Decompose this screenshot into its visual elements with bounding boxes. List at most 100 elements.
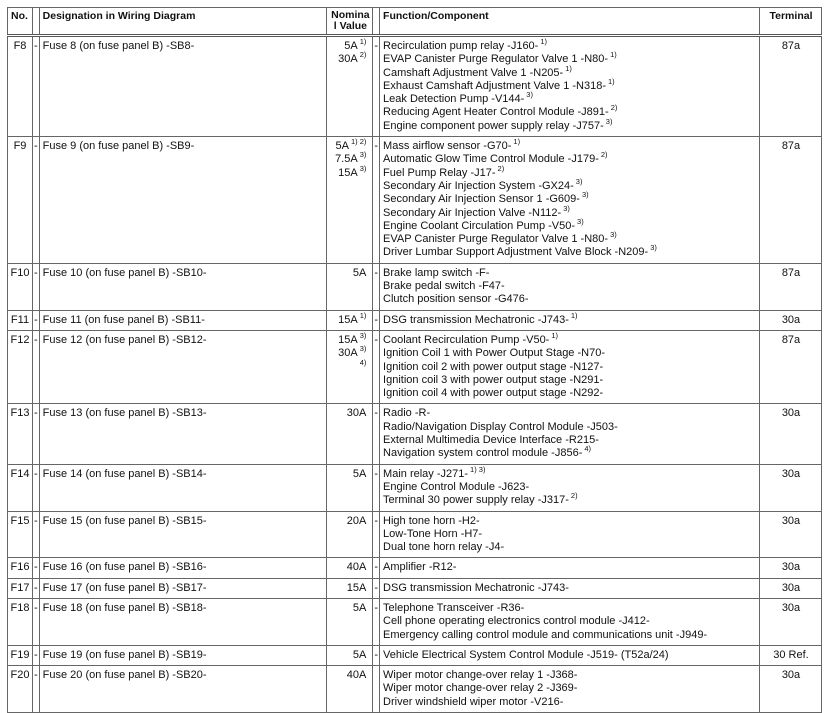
function-cell: Main relay -J271- 1) 3) Engine Control Mod…	[379, 463, 760, 512]
component-name: Secondary Air Injection Sensor 1 -G609-	[383, 193, 580, 206]
dash-marker: -	[32, 665, 40, 713]
component-name: Driver Lumbar Support Adjustment Valve B…	[383, 246, 649, 259]
footnote-ref: 3)	[359, 150, 367, 160]
nominal-value-cell: 5A 1) 2) 7.5A 3) 15A 3)	[326, 136, 374, 264]
dash-marker: -	[32, 262, 40, 311]
component-line: Automatic Glow Time Control Module -J179…	[383, 151, 757, 166]
fuse-number: F13	[7, 403, 33, 465]
footnote-ref: 1)	[359, 37, 367, 46]
dash-marker: -	[32, 136, 40, 264]
footnote-ref: 3)	[610, 230, 617, 240]
designation: Fuse 17 (on fuse panel B) -SB17-	[38, 577, 328, 599]
component-line: Vehicle Electrical System Control Module…	[383, 649, 757, 662]
component-line: Engine component power supply relay -J75…	[383, 118, 757, 133]
designation: Fuse 9 (on fuse panel B) -SB9-	[38, 136, 328, 264]
dash-marker: -	[372, 262, 381, 311]
function-cell: High tone horn -H2- Low-Tone Horn -H7- Dua…	[379, 510, 760, 559]
dash-marker: -	[32, 329, 40, 405]
nominal-value: 40A	[330, 669, 367, 682]
fuse-number: F16	[7, 557, 33, 579]
header-no: No.	[7, 7, 33, 37]
nominal-value-cell: 5A	[326, 597, 374, 646]
footnote-ref: 1)	[359, 310, 367, 320]
footnote-ref: 1) 3)	[470, 464, 486, 474]
nominal-value-cell: 5A	[326, 644, 374, 667]
component-name: Fuel Pump Relay -J17-	[383, 166, 496, 179]
table-row: F20- Fuse 20 (on fuse panel B) -SB20- 40A W…	[7, 665, 823, 713]
component-name: Main relay -J271-	[383, 467, 469, 480]
footnote-ref: 3)	[359, 330, 367, 340]
dash-marker: -	[32, 403, 40, 465]
nominal-value: 7.5A 3)	[330, 150, 367, 166]
component-name: Mass airflow sensor -G70-	[383, 140, 512, 153]
nominal-amps: 30A	[338, 53, 358, 66]
nominal-value: 30A 3)	[330, 345, 366, 360]
footnote-ref: 3)	[359, 163, 367, 173]
fuse-number: F20	[7, 665, 33, 713]
dash-marker: -	[32, 557, 40, 579]
component-line: DSG transmission Mechatronic -J743- 1)	[383, 311, 757, 327]
component-line: Coolant Recirculation Pump -V50- 1)	[383, 332, 757, 347]
nominal-value: 15A 3)	[330, 163, 367, 180]
component-name: Coolant Recirculation Pump -V50-	[383, 333, 550, 346]
component-name: Terminal 30 power supply relay -J317-	[383, 494, 569, 507]
component-name: Radio -R-	[383, 407, 431, 420]
component-line: Reducing Agent Heater Control Module -J8…	[383, 104, 757, 119]
footnote-ref: 2)	[497, 163, 505, 173]
fuse-number: F19	[7, 644, 33, 667]
component-line: Recirculation pump relay -J160- 1)	[383, 38, 757, 53]
terminal: 30a	[758, 309, 823, 331]
dash-marker: -	[32, 597, 40, 646]
nominal-amps: 40A	[346, 561, 367, 574]
dash-marker: -	[372, 403, 381, 465]
table-row: F14- Fuse 14 (on fuse panel B) -SB14- 5A - M…	[7, 463, 823, 512]
footnote-ref: 2)	[359, 50, 367, 60]
table-row: F18- Fuse 18 (on fuse panel B) -SB18- 5A - T…	[7, 597, 823, 646]
component-line: Driver Lumbar Support Adjustment Valve B…	[383, 244, 757, 259]
dash-marker: -	[32, 309, 40, 331]
footnote-ref: 3)	[577, 216, 584, 226]
nominal-amps: 5A	[344, 40, 358, 52]
component-line: External Multimedia Device Interface -R2…	[383, 434, 757, 447]
terminal: 87a	[758, 34, 823, 138]
nominal-value: 20A	[330, 515, 367, 528]
terminal: 30a	[758, 463, 823, 512]
nominal-value-cell: 40A	[326, 557, 374, 579]
footnote-ref: 1)	[608, 76, 615, 86]
designation: Fuse 20 (on fuse panel B) -SB20-	[38, 665, 328, 713]
table-row: F8- Fuse 8 (on fuse panel B) -SB8- 5A 1) 30A…	[7, 34, 823, 138]
terminal: 30a	[758, 665, 823, 713]
dash-marker: -	[372, 644, 381, 667]
nominal-amps: 15A	[346, 581, 367, 594]
nominal-value: 15A	[330, 581, 367, 595]
component-line: Cell phone operating electronics control…	[383, 615, 757, 628]
component-name: EVAP Canister Purge Regulator Valve 1 -N…	[383, 233, 609, 246]
component-line: Mass airflow sensor -G70- 1)	[383, 138, 757, 153]
nominal-amps: 5A	[352, 467, 367, 480]
component-name: DSG transmission Mechatronic -J743-	[383, 581, 569, 594]
designation: Fuse 13 (on fuse panel B) -SB13-	[38, 403, 328, 465]
component-name: Secondary Air Injection Valve -N112-	[383, 206, 562, 219]
component-line: Fuel Pump Relay -J17- 2)	[383, 163, 757, 180]
nominal-amps: 5A	[335, 140, 349, 153]
component-line: Main relay -J271- 1) 3)	[383, 464, 757, 481]
nominal-value-cell: 5A	[326, 262, 374, 311]
nominal-value: 30A	[330, 407, 367, 420]
component-name: Camshaft Adjustment Valve 1 -N205-	[383, 66, 564, 79]
component-name: Low-Tone Horn -H7-	[383, 527, 483, 540]
component-name: Ignition Coil 1 with Power Output Stage …	[383, 347, 605, 360]
nominal-amps: 5A	[352, 266, 367, 279]
table-body: F8- Fuse 8 (on fuse panel B) -SB8- 5A 1) 30A…	[7, 34, 823, 713]
component-name: Ignition coil 2 with power output stage …	[383, 360, 604, 373]
component-name: Emergency calling control module and com…	[383, 628, 708, 641]
dash-marker: -	[372, 329, 381, 405]
component-name: Amplifier -R12-	[383, 561, 457, 574]
nominal-value-cell: 15A 1)	[326, 309, 374, 331]
nominal-value-cell: 20A	[326, 510, 374, 559]
component-line: Engine Coolant Circulation Pump -V50- 3)	[383, 216, 757, 233]
terminal: 30a	[758, 577, 823, 599]
component-line: Ignition coil 4 with power output stage …	[383, 387, 757, 400]
nominal-value: 15A 1)	[330, 310, 367, 327]
fuse-number: F11	[7, 309, 33, 331]
component-name: Leak Detection Pump -V144-	[383, 93, 525, 106]
